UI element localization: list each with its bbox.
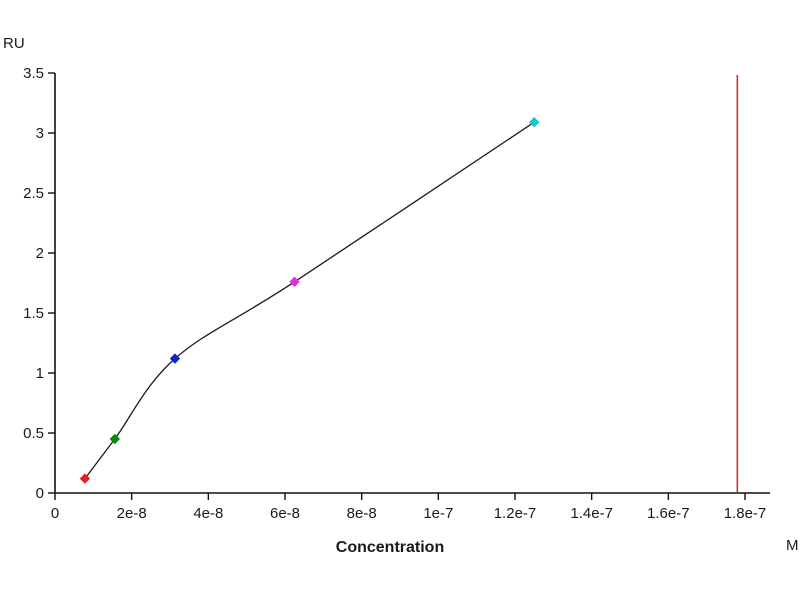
x-tick-label: 0	[51, 505, 59, 522]
data-point-3	[169, 353, 181, 364]
data-point-5	[528, 117, 540, 128]
y-axis-unit-label: RU	[3, 35, 25, 52]
x-tick-label: 1.4e-7	[570, 505, 613, 522]
x-tick-label: 1.8e-7	[724, 505, 767, 522]
x-axis-title: Concentration	[336, 539, 444, 556]
data-point-2	[109, 433, 120, 445]
y-tick-label: 0.5	[23, 425, 44, 442]
y-tick-label: 0	[36, 485, 44, 502]
x-axis-unit-label: M	[786, 537, 799, 554]
y-tick-label: 3.5	[23, 65, 44, 82]
x-tick-label: 4e-8	[193, 505, 223, 522]
x-tick-label: 8e-8	[347, 505, 377, 522]
y-tick-label: 1	[36, 365, 44, 382]
x-tick-label: 1.6e-7	[647, 505, 690, 522]
x-tick-label: 1.2e-7	[494, 505, 537, 522]
y-tick-label: 3	[36, 125, 44, 142]
x-tick-label: 1e-7	[423, 505, 453, 522]
y-tick-label: 1.5	[23, 305, 44, 322]
fit-curve	[84, 121, 535, 479]
data-point-1	[79, 473, 91, 484]
x-tick-label: 2e-8	[117, 505, 147, 522]
y-tick-label: 2	[36, 245, 44, 262]
data-point-4	[289, 276, 300, 287]
y-tick-label: 2.5	[23, 185, 44, 202]
x-tick-label: 6e-8	[270, 505, 300, 522]
chart-generated-layer: 0 2e-8 4e-8 6e-8 8e-8 1e-7 1.2e-7 1.4e-7 1.6e-7 1…	[23, 65, 770, 522]
